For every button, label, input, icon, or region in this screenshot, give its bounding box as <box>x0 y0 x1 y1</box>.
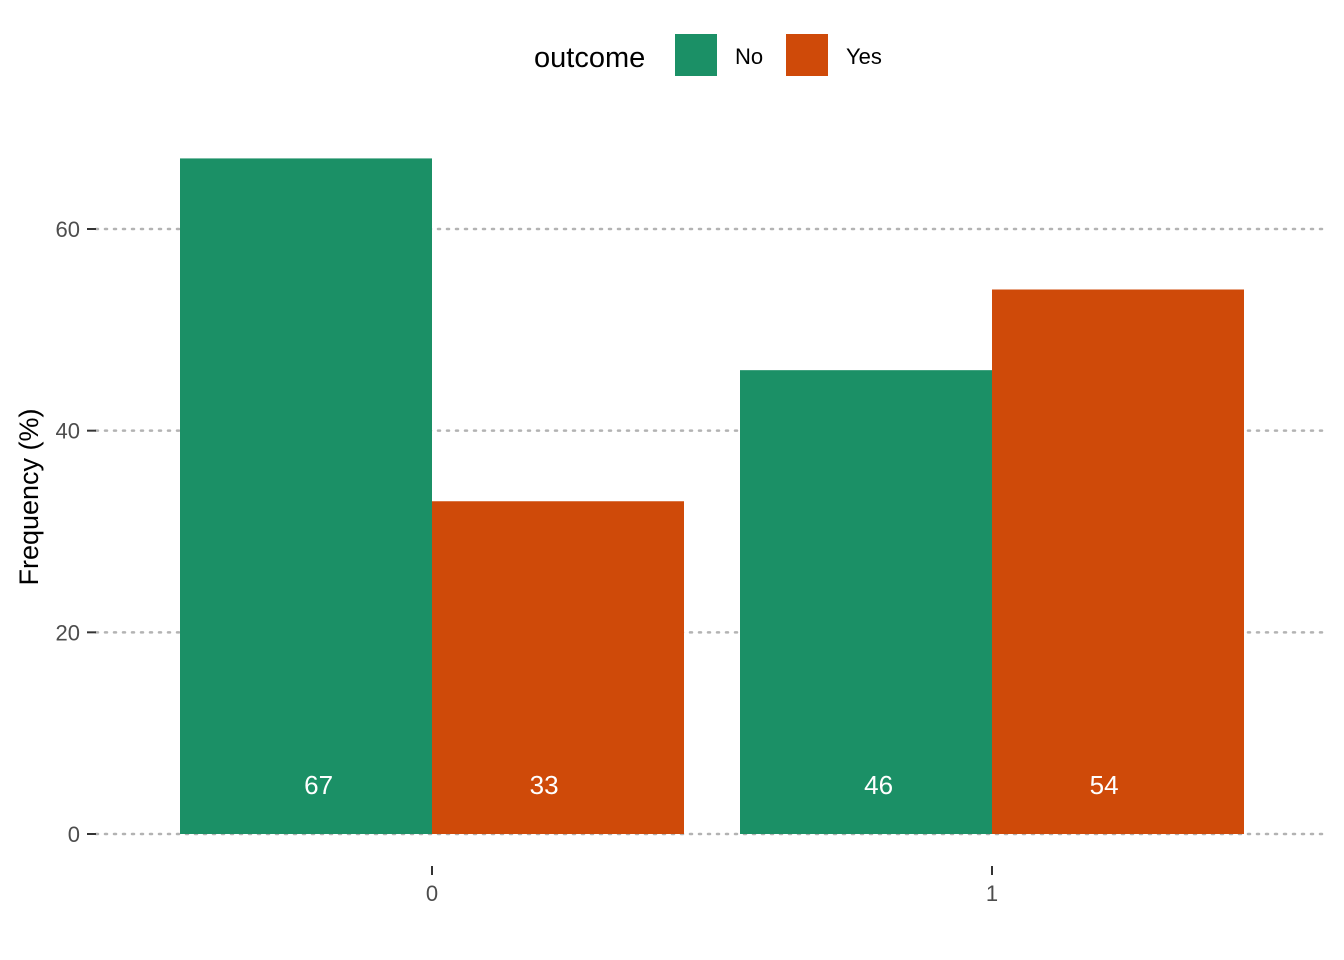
y-tick-label: 40 <box>56 419 80 444</box>
legend-title: outcome <box>534 42 645 74</box>
x-tick-label-1: 1 <box>986 881 998 906</box>
legend-label-no: No <box>735 44 763 69</box>
bars: 67 46 33 54 <box>180 158 1244 834</box>
data-label-no-0: 67 <box>304 770 333 800</box>
legend: outcome No Yes <box>534 34 882 76</box>
y-axis-title: Frequency (%) <box>14 408 44 585</box>
bar-yes-1 <box>992 289 1244 834</box>
bar-no-0 <box>180 158 432 834</box>
bar-no-1 <box>740 370 992 834</box>
y-tick-label: 60 <box>56 217 80 242</box>
y-tick-label: 20 <box>56 620 80 645</box>
x-tick-label-0: 0 <box>426 881 438 906</box>
y-axis: 0 20 40 60 <box>56 217 96 847</box>
data-label-no-1: 46 <box>864 770 893 800</box>
data-label-yes-1: 54 <box>1090 770 1119 800</box>
legend-label-yes: Yes <box>846 44 882 69</box>
y-tick-label: 0 <box>68 822 80 847</box>
data-label-yes-0: 33 <box>530 770 559 800</box>
legend-key-yes <box>786 34 828 76</box>
legend-key-no <box>675 34 717 76</box>
bar-yes-0 <box>432 501 684 834</box>
